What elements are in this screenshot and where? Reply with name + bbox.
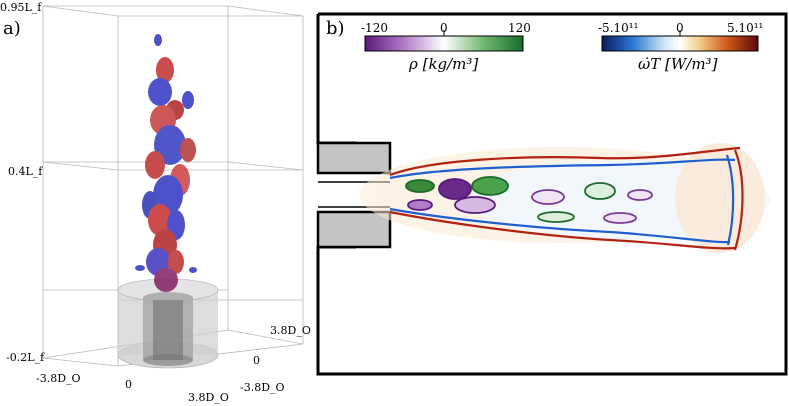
omega-colorbar-mid: 0 [676, 21, 684, 35]
heat-release-field [360, 143, 770, 253]
z-axis-bot-label: -0.2L_f [6, 351, 45, 364]
omega-colorbar [601, 35, 759, 52]
panel-a-label: a) [3, 18, 21, 39]
x-axis-left-label: -3.8D_O [36, 372, 81, 385]
rho-colorbar-max: 120 [508, 21, 531, 35]
density-iso-regions [405, 176, 653, 224]
omega-colorbar-max: 5.10¹¹ [727, 21, 764, 35]
rho-colorbar [364, 35, 524, 52]
y-axis-mid-label: 0 [253, 354, 260, 367]
y-axis-back-label: 3.8D_O [270, 324, 311, 337]
injector-blocks [316, 141, 392, 249]
rho-colorbar-title: ρ [kg/m³] [409, 55, 479, 73]
panel-b-label: b) [326, 18, 345, 39]
x-axis-mid-label: 0 [125, 378, 132, 391]
panel-a-3d-view [42, 5, 304, 369]
iso-surface-blobs [135, 34, 197, 292]
omega-colorbar-title: ω̇T [W/m³] [638, 55, 718, 73]
y-axis-front-label: -3.8D_O [240, 381, 285, 394]
x-axis-right-label: 3.8D_O [188, 391, 229, 404]
rho-colorbar-min: -120 [361, 21, 388, 35]
z-axis-top-label: 0.95L_f [0, 1, 42, 14]
omega-colorbar-min: -5.10¹¹ [598, 21, 639, 35]
injector-cylinders [117, 278, 219, 369]
rho-colorbar-mid: 0 [440, 21, 448, 35]
flame-front-contours [389, 146, 744, 251]
z-axis-mid-label: 0.4L_f [8, 165, 43, 178]
